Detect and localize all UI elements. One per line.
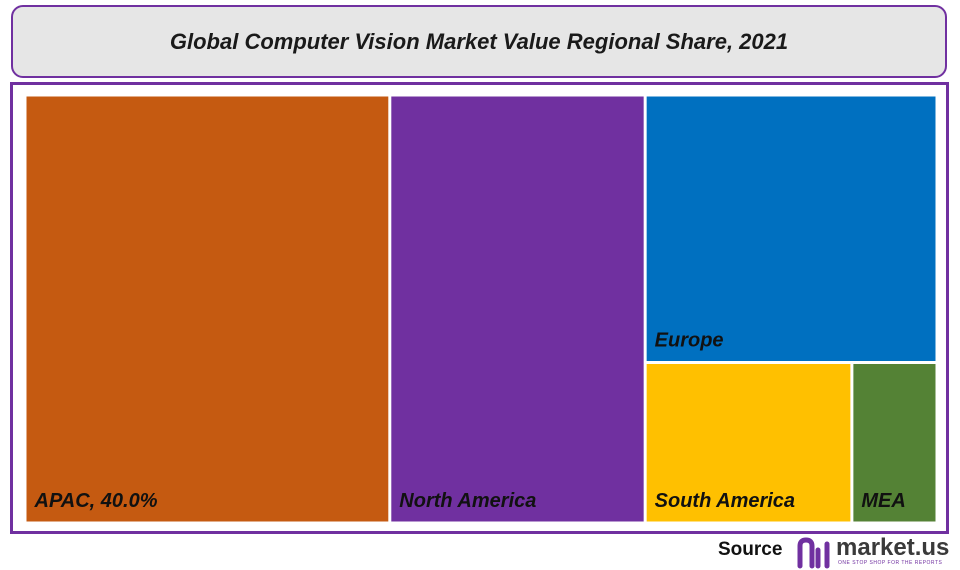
brand-tagline: ONE STOP SHOP FOR THE REPORTS: [838, 560, 943, 566]
chart-title-box: Global Computer Vision Market Value Regi…: [11, 5, 947, 78]
source-label: Source: [718, 539, 783, 560]
tile-europe: [646, 96, 936, 361]
tile-apac: [26, 96, 389, 522]
tile-label-mea: MEA: [861, 490, 905, 512]
treemap-chart: APAC, 40.0% North America Europe South Amer…: [26, 96, 936, 522]
tile-label-europe: Europe: [655, 330, 724, 352]
market-us-logo-icon: [797, 537, 830, 569]
tile-label-apac: APAC, 40.0%: [34, 490, 158, 512]
brand-name: market.us: [836, 534, 950, 561]
tile-label-north-america: North America: [399, 490, 536, 512]
tile-mea: [853, 364, 936, 522]
treemap-frame: APAC, 40.0% North America Europe South Amer…: [10, 82, 949, 534]
brand-logo: market.us ONE STOP SHOP FOR THE REPORTS: [796, 536, 949, 570]
chart-title: Global Computer Vision Market Value Regi…: [169, 28, 789, 54]
tile-label-south-america: South America: [655, 490, 795, 512]
tile-north-america: [391, 96, 644, 522]
tile-south-america: [646, 364, 851, 522]
